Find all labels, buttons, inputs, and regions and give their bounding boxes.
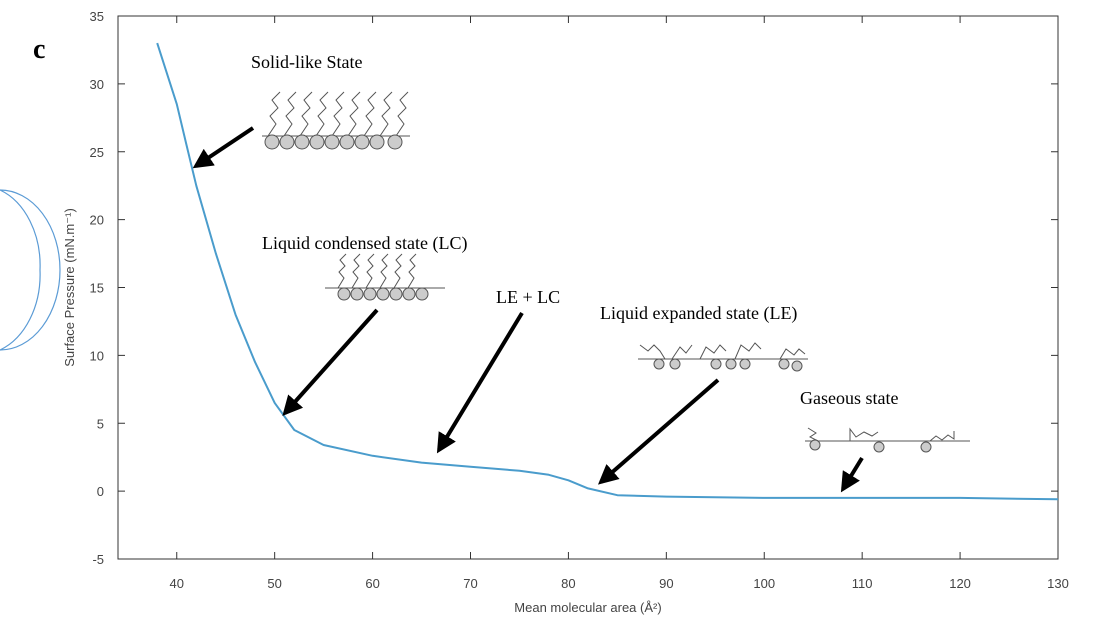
icon-head: [920, 441, 932, 453]
arrow: [840, 456, 864, 493]
x-tick-label: 40: [170, 576, 184, 591]
icon-head: [387, 134, 403, 150]
icon-head: [389, 287, 403, 301]
y-tick-label: 0: [97, 484, 104, 499]
icon-head: [415, 287, 429, 301]
arrow: [282, 308, 379, 416]
annotation: Gaseous state: [800, 388, 898, 408]
y-tick-label: 30: [90, 77, 104, 92]
arrows: [192, 126, 864, 493]
icon-head: [778, 358, 790, 370]
y-tick-label: 5: [97, 416, 104, 431]
annotation: LE + LC: [496, 287, 560, 307]
icon-head: [264, 134, 280, 150]
x-tick-label: 100: [753, 576, 775, 591]
x-tick-label: 50: [267, 576, 281, 591]
x-tick-label: 120: [949, 576, 971, 591]
x-tick-label: 70: [463, 576, 477, 591]
x-tick-label: 80: [561, 576, 575, 591]
icon-tails: [337, 253, 417, 289]
y-tick-label: 15: [90, 281, 104, 296]
icon-tails: [639, 342, 806, 360]
y-tick-label: 25: [90, 145, 104, 160]
y-tick-label: 35: [90, 9, 104, 24]
icon-head: [309, 134, 325, 150]
icon-head: [279, 134, 295, 150]
icon-head: [337, 287, 351, 301]
icon-head: [739, 358, 751, 370]
icon-head: [354, 134, 370, 150]
icon-head: [369, 134, 385, 150]
annotation: Liquid expanded state (LE): [600, 303, 797, 324]
icon-head: [376, 287, 390, 301]
y-tick-label: 20: [90, 213, 104, 228]
icon-tails: [807, 427, 955, 442]
arrow: [192, 126, 255, 169]
x-tick-label: 60: [365, 576, 379, 591]
y-tick-label: 10: [90, 348, 104, 363]
annotation: Solid-like State: [251, 52, 363, 72]
icon-head: [653, 358, 665, 370]
icon-head: [294, 134, 310, 150]
icon-head: [350, 287, 364, 301]
panel-label: c: [33, 34, 45, 65]
x-tick-label: 110: [852, 576, 873, 591]
x-tick-label: 90: [659, 576, 673, 591]
icon-head: [710, 358, 722, 370]
data-line: [156, 42, 1059, 501]
icon-head: [791, 360, 803, 372]
y-axis-label: Surface Pressure (mN.m⁻¹): [62, 208, 77, 367]
arrow: [436, 311, 524, 454]
x-axis-label: Mean molecular area (Å²): [514, 600, 661, 615]
x-tick-label: 130: [1047, 576, 1069, 591]
icon-head: [809, 439, 821, 451]
annotation: Liquid condensed state (LC): [262, 233, 467, 254]
icon-tails: [267, 91, 409, 137]
icon-head: [402, 287, 416, 301]
icon-head: [873, 441, 885, 453]
molecule-icons: [262, 91, 970, 453]
icon-head: [363, 287, 377, 301]
icon-head: [324, 134, 340, 150]
icon-head: [669, 358, 681, 370]
decor-arc: [0, 189, 61, 351]
icon-head: [339, 134, 355, 150]
arrow: [597, 378, 720, 485]
plot-area: 40 50 60 70 80 90 100 110 120 130 -5 0 5 10 15 20 25 30 35…: [62, 9, 1069, 615]
y-tick-label: -5: [92, 552, 104, 567]
icon-head: [725, 358, 737, 370]
